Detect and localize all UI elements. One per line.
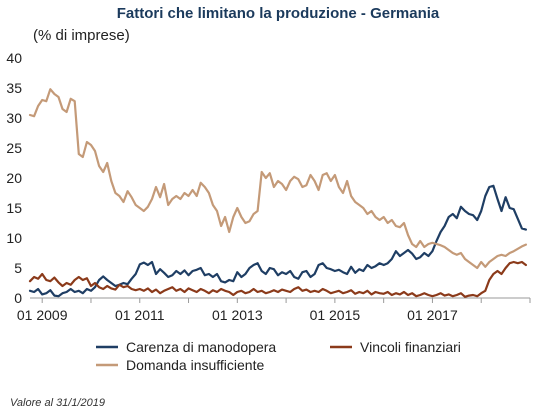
x-tick-label: 01 2015	[310, 307, 361, 323]
legend: Carenza di manodopera Vincoli finanziari D…	[96, 339, 461, 373]
chart-title: Fattori che limitano la produzione - Ger…	[117, 5, 440, 22]
series-line-2	[28, 260, 527, 298]
y-axis-ticks: 0 5 10 15 20 25 30 35 40	[6, 50, 22, 306]
y-tick-label: 5	[14, 260, 22, 276]
x-tick-label: 01 2017	[407, 307, 458, 323]
series-line-1	[28, 184, 527, 298]
series-line-3	[28, 88, 527, 270]
y-tick-label: 15	[6, 200, 22, 216]
legend-label: Carenza di manodopera	[126, 339, 276, 355]
y-tick-label: 30	[6, 110, 22, 126]
footnote: Valore al 31/1/2019	[10, 397, 105, 409]
y-tick-label: 0	[14, 290, 22, 306]
y-tick-label: 25	[6, 140, 22, 156]
x-tick-label: 01 2009	[17, 307, 68, 323]
x-axis: 01 2009 01 2011 01 2013 01 2015 01 2017	[17, 297, 531, 323]
y-tick-label: 40	[6, 50, 22, 66]
legend-label: Vincoli finanziari	[360, 339, 461, 355]
x-tick-label: 01 2011	[115, 307, 165, 323]
series-lines	[28, 88, 527, 298]
x-tick-label: 01 2013	[212, 307, 263, 323]
y-tick-label: 35	[6, 80, 22, 96]
legend-label: Domanda insufficiente	[126, 357, 264, 373]
y-tick-label: 20	[6, 170, 22, 186]
y-axis-unit-label: (% di imprese)	[33, 27, 130, 44]
y-tick-label: 10	[6, 230, 22, 246]
